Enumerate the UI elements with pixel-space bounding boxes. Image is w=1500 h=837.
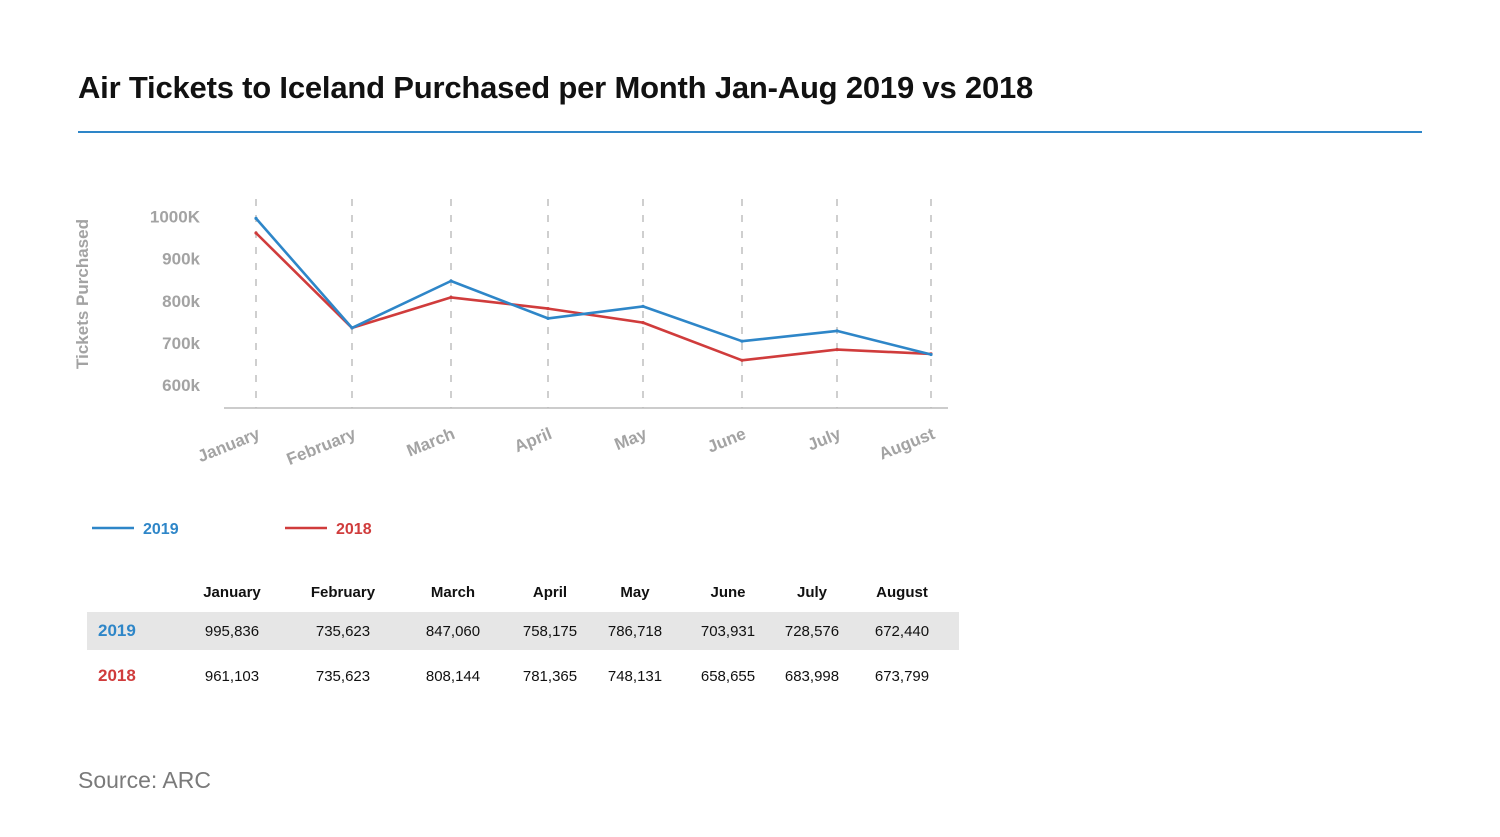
x-tick-january: January <box>195 424 263 466</box>
x-tick-june: June <box>705 424 749 456</box>
table-cell-august: 672,440 <box>874 622 930 640</box>
x-tick-may: May <box>612 424 650 454</box>
data-point-2019-june <box>740 339 744 343</box>
data-point-2019-may <box>641 304 645 308</box>
table-header-april: April <box>532 583 568 601</box>
data-point-2019-february <box>350 326 354 330</box>
table-cell-june: 703,931 <box>700 622 756 640</box>
data-point-2019-january <box>254 216 258 220</box>
legend-label-2019: 2019 <box>143 521 179 538</box>
series-line-2018 <box>255 232 932 362</box>
legend-label-2018: 2018 <box>336 521 372 538</box>
x-tick-august: August <box>876 424 938 464</box>
table-cell-february: 735,623 <box>315 667 371 685</box>
table-cell-april: 758,175 <box>522 622 578 640</box>
table-cell-july: 683,998 <box>784 667 840 685</box>
table-header-row: January February March April May June July Augu… <box>87 572 959 612</box>
table-row-2019: 2019 995,836 735,623 847,060 758,175 786,718 7… <box>87 612 959 650</box>
x-tick-april: April <box>511 424 554 456</box>
y-tick-label: 900k <box>162 250 200 269</box>
table-header-august: August <box>876 583 928 601</box>
data-point-2018-july <box>835 348 839 352</box>
table-header-may: May <box>620 583 650 601</box>
data-point-2018-june <box>740 358 744 362</box>
table-cell-january: 995,836 <box>204 622 260 640</box>
series-line-2019 <box>255 217 932 356</box>
y-tick-label: 700k <box>162 334 200 353</box>
table-row-2018: 2018 961,103 735,623 808,144 781,365 748,131 6… <box>87 650 959 702</box>
title-divider <box>78 131 1422 133</box>
data-table: January February March April May June July Augu… <box>87 572 959 702</box>
data-point-2019-march <box>449 279 453 283</box>
source-note: Source: ARC <box>78 767 211 793</box>
table-cell-january: 961,103 <box>204 667 260 685</box>
table-cell-june: 658,655 <box>700 667 756 685</box>
x-tick-march: March <box>404 424 458 460</box>
data-point-2019-april <box>546 316 550 320</box>
table-header-january: January <box>203 583 261 601</box>
y-tick-label: 600k <box>162 376 200 395</box>
data-point-2019-july <box>835 329 839 333</box>
data-point-2018-april <box>546 307 550 311</box>
data-point-2018-march <box>449 295 453 299</box>
table-row-label: 2019 <box>98 621 136 640</box>
y-tick-label: 1000K <box>150 208 201 227</box>
y-axis-label: Tickets Purchased <box>73 219 92 369</box>
line-chart: 600k 700k 800k 900k 1000K Tickets Purchased Ja… <box>73 199 948 538</box>
table-cell-march: 847,060 <box>425 622 481 640</box>
data-point-2018-january <box>254 231 258 235</box>
table-cell-may: 748,131 <box>607 667 663 685</box>
table-cell-february: 735,623 <box>315 622 371 640</box>
table-cell-july: 728,576 <box>784 622 840 640</box>
table-header-june: June <box>710 583 746 601</box>
table-cell-august: 673,799 <box>874 667 930 685</box>
table-cell-april: 781,365 <box>522 667 578 685</box>
table-corner-cell <box>87 572 177 612</box>
table-cell-may: 786,718 <box>607 622 663 640</box>
chart-title: Air Tickets to Iceland Purchased per Mon… <box>78 70 1034 105</box>
x-tick-february: February <box>284 424 359 469</box>
y-tick-label: 800k <box>162 292 200 311</box>
table-cell-march: 808,144 <box>425 667 481 685</box>
table-header-july: July <box>796 583 827 601</box>
data-point-2018-may <box>641 321 645 325</box>
data-point-2019-august <box>929 352 933 357</box>
table-header-february: February <box>310 583 376 601</box>
table-row-label: 2018 <box>98 666 136 685</box>
x-tick-july: July <box>805 424 844 455</box>
table-header-march: March <box>430 583 476 601</box>
